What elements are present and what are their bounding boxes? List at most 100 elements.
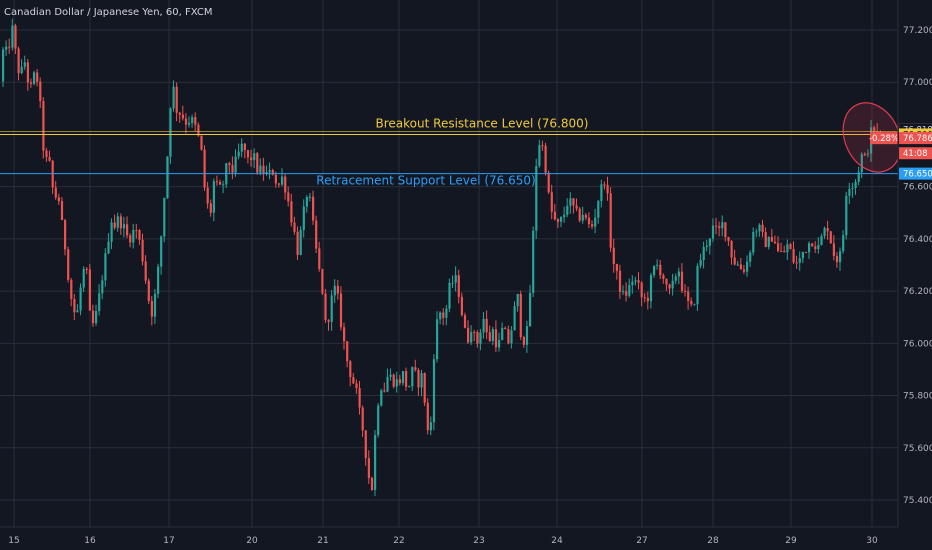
candle-body [265, 172, 268, 174]
candle-body [57, 197, 60, 202]
candle-body [739, 264, 742, 270]
candle-body [253, 153, 256, 161]
candle-body [742, 269, 746, 272]
candle-body [770, 237, 773, 242]
candle-body [832, 243, 835, 256]
candle-body [798, 258, 801, 263]
candle-body [432, 359, 436, 423]
candle-body [749, 252, 752, 262]
candle-body [668, 284, 671, 289]
candle-body [873, 127, 876, 132]
candle-body [386, 376, 389, 392]
candle-body [628, 285, 631, 296]
candle-body [473, 332, 476, 334]
candle-body [736, 264, 739, 266]
candle-body [618, 270, 622, 292]
candle-body [569, 198, 572, 206]
candle-body [237, 151, 240, 157]
candle-body [308, 196, 312, 198]
candle-body [572, 198, 575, 206]
candle-body [423, 373, 426, 403]
candle-body [191, 117, 194, 123]
candle-body [172, 86, 175, 109]
candle-body [662, 275, 665, 279]
y-tick-label: 75.400 [903, 496, 932, 506]
candle-body [60, 201, 64, 221]
candle-body [839, 251, 842, 263]
candle-body [575, 205, 578, 209]
candle-body [491, 329, 494, 342]
candle-body [457, 275, 460, 297]
candle-body [851, 187, 854, 189]
candle-body [79, 287, 82, 311]
candle-body [705, 245, 708, 248]
candle-body [845, 195, 848, 236]
candle-body [631, 281, 634, 286]
x-tick-label: 16 [84, 536, 96, 546]
candle-body [733, 257, 736, 265]
candle-body [761, 224, 764, 233]
y-tick-label: 77.000 [903, 78, 932, 88]
candle-body [516, 293, 519, 307]
price-tag-bg [899, 132, 932, 145]
candle-body [724, 222, 727, 238]
price-tag: 76.650 [903, 170, 932, 180]
candle-body [389, 374, 392, 377]
candle-body [646, 297, 649, 302]
price-axis[interactable]: 75.400 75.600 75.800 76.000 76.200 76.400 76.6… [897, 0, 932, 550]
candle-body [17, 48, 20, 74]
candle-body [20, 66, 23, 74]
candle-body [563, 214, 566, 218]
y-tick-label: 76.200 [903, 287, 932, 297]
candle-body [780, 250, 783, 252]
time-axis[interactable]: 15 16 17 20 21 22 23 24 27 28 29 30 [0, 526, 898, 550]
candle-body [209, 203, 212, 213]
candle-body [702, 247, 705, 260]
candle-body [606, 184, 609, 194]
candle-body [67, 249, 70, 280]
candle-body [553, 211, 556, 220]
candle-body [355, 383, 358, 389]
candle-body [498, 340, 501, 348]
candle-body [801, 251, 804, 259]
candle-body [693, 304, 696, 306]
candle-body [677, 271, 680, 277]
candle-body [786, 244, 789, 253]
y-tick-label: 76.000 [903, 339, 932, 349]
price-tag-bg [899, 147, 932, 160]
candle-body [98, 293, 101, 311]
candle-body [95, 310, 98, 324]
candle-body [116, 216, 119, 228]
candle-body [820, 236, 823, 245]
candle-body [138, 230, 141, 240]
candle-body [442, 312, 445, 318]
candle-body [817, 244, 820, 250]
candle-body [578, 208, 581, 221]
highlight-ellipse: -0.28% [842, 102, 902, 173]
candle-body [150, 301, 153, 317]
candle-body [541, 145, 544, 147]
candle-body [653, 265, 656, 276]
change-badge: -0.28% [869, 134, 899, 144]
candle-body [296, 231, 299, 255]
candle-body [507, 329, 510, 344]
candle-body [107, 241, 110, 254]
candle-body [848, 188, 851, 196]
candle-body [414, 367, 417, 371]
resistance-label: Breakout Resistance Level (76.800) [376, 116, 589, 130]
candle-body [550, 192, 553, 212]
candle-body [649, 275, 653, 302]
candle-body [104, 253, 107, 281]
candle-body [73, 298, 76, 313]
candle-body [234, 156, 237, 173]
candle-body [361, 407, 364, 431]
candle-body [501, 327, 504, 341]
price-tag-bg [899, 167, 932, 180]
candle-body [324, 293, 327, 321]
x-tick-label: 27 [636, 536, 647, 546]
candle-body [823, 228, 826, 237]
candle-body [268, 170, 271, 173]
candle-body [622, 291, 625, 293]
candle-body [510, 330, 513, 344]
